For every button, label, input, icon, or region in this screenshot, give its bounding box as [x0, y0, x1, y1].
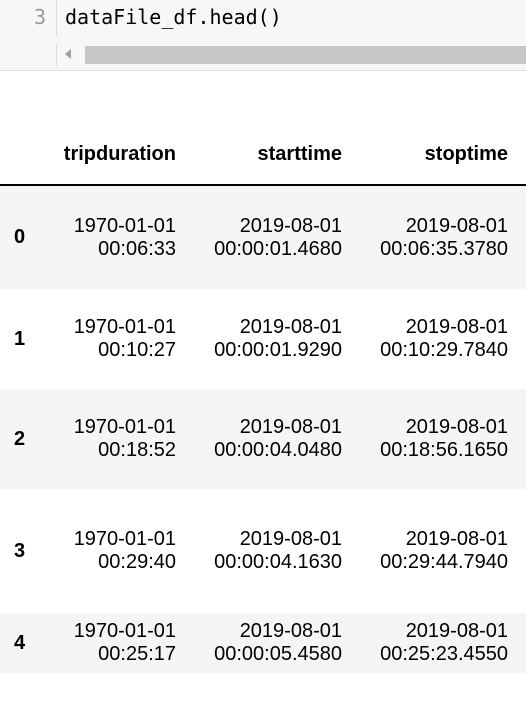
cell-starttime-line: 00:00:04.0480 [214, 439, 342, 461]
cell-starttime-line: 2019-08-01 [239, 528, 342, 550]
cell-stoptime-line: 00:25:23.4550 [380, 643, 508, 665]
cell-stoptime-line: 2019-08-01 [405, 214, 508, 237]
table-row: 0 1970-01-01 00:06:33 2019-08-01 00:00:01.46… [0, 185, 526, 289]
cell-starttime-line: 00:00:05.4580 [214, 643, 342, 665]
dataframe-table: tripduration starttime stoptime 0 1970-01… [0, 124, 526, 673]
cell-stoptime-line: 2019-08-01 [405, 416, 508, 438]
row-index: 4 [14, 631, 26, 654]
row-index: 2 [14, 427, 26, 450]
code-cell[interactable]: 3 dataFile_df.head() [0, 0, 526, 71]
header-end-padding [508, 124, 526, 185]
cell-tripduration-line: 00:18:52 [98, 439, 176, 461]
row-end-padding [508, 185, 526, 289]
row-index: 0 [14, 226, 26, 248]
cell-starttime: 2019-08-01 00:00:04.1630 [176, 489, 342, 613]
table-row: 4 1970-01-01 00:25:17 2019-08-01 00:00:05.45… [0, 613, 526, 673]
cell-tripduration-line: 1970-01-01 [73, 620, 176, 642]
index-header [0, 124, 42, 185]
cell-stoptime-line: 2019-08-01 [405, 620, 508, 642]
cell-starttime: 2019-08-01 00:00:05.4580 [176, 613, 342, 673]
scroll-left-arrow-icon[interactable] [65, 49, 71, 59]
cell-stoptime-line: 00:18:56.1650 [380, 439, 508, 461]
cell-stoptime-line: 00:10:29.7840 [380, 339, 508, 361]
line-number: 3 [33, 5, 46, 29]
cell-tripduration-line: 1970-01-01 [73, 316, 176, 338]
column-header-stoptime: stoptime [424, 142, 508, 165]
cell-tripduration-line: 00:10:27 [98, 339, 176, 361]
row-index: 3 [14, 539, 26, 562]
cell-stoptime: 2019-08-01 00:06:35.3780 [342, 185, 508, 289]
cell-tripduration: 1970-01-01 00:25:17 [42, 613, 176, 673]
cell-starttime-line: 00:00:01.9290 [214, 339, 342, 361]
cell-tripduration-line: 1970-01-01 [73, 416, 176, 438]
cell-stoptime: 2019-08-01 00:10:29.7840 [342, 289, 508, 389]
cell-starttime-line: 2019-08-01 [239, 416, 342, 438]
cell-stoptime-line: 2019-08-01 [405, 316, 508, 338]
cell-stoptime-line: 00:29:44.7940 [380, 551, 508, 573]
cell-stoptime: 2019-08-01 00:18:56.1650 [342, 389, 508, 489]
cell-stoptime-line: 00:06:35.3780 [380, 237, 508, 260]
row-index: 1 [14, 327, 26, 350]
cell-tripduration: 1970-01-01 00:06:33 [42, 185, 176, 289]
cell-starttime: 2019-08-01 00:00:01.9290 [176, 289, 342, 389]
horizontal-scrollbar[interactable] [56, 44, 526, 66]
cell-tripduration: 1970-01-01 00:18:52 [42, 389, 176, 489]
cell-starttime: 2019-08-01 00:00:04.0480 [176, 389, 342, 489]
cell-stoptime-line: 2019-08-01 [405, 528, 508, 550]
column-header-starttime: starttime [257, 142, 342, 165]
cell-starttime-line: 2019-08-01 [239, 214, 342, 237]
row-end-padding [508, 489, 526, 613]
cell-starttime: 2019-08-01 00:00:01.4680 [176, 185, 342, 289]
cell-tripduration-line: 00:29:40 [98, 551, 176, 573]
row-end-padding [508, 613, 526, 673]
cell-stoptime: 2019-08-01 00:29:44.7940 [342, 489, 508, 613]
cell-starttime-line: 2019-08-01 [239, 620, 342, 642]
column-header-tripduration: tripduration [63, 142, 176, 165]
cell-starttime-line: 00:00:04.1630 [214, 551, 342, 573]
table-row: 1 1970-01-01 00:10:27 2019-08-01 00:00:01.92… [0, 289, 526, 389]
table-row: 3 1970-01-01 00:29:40 2019-08-01 00:00:04.16… [0, 489, 526, 613]
cell-tripduration-line: 1970-01-01 [73, 214, 176, 237]
cell-tripduration-line: 1970-01-01 [73, 528, 176, 550]
cell-tripduration-line: 00:06:33 [98, 237, 176, 260]
row-end-padding [508, 389, 526, 489]
cell-starttime-line: 2019-08-01 [239, 316, 342, 338]
output-area: tripduration starttime stoptime 0 1970-01… [0, 71, 526, 701]
row-end-padding [508, 289, 526, 389]
code-editor-line[interactable]: dataFile_df.head() [56, 0, 526, 36]
cell-tripduration: 1970-01-01 00:10:27 [42, 289, 176, 389]
cell-stoptime: 2019-08-01 00:25:23.4550 [342, 613, 508, 673]
cell-tripduration: 1970-01-01 00:29:40 [42, 489, 176, 613]
scrollbar-thumb[interactable] [85, 46, 526, 64]
table-header-row: tripduration starttime stoptime [0, 124, 526, 185]
table-row: 2 1970-01-01 00:18:52 2019-08-01 00:00:04.04… [0, 389, 526, 489]
cell-tripduration-line: 00:25:17 [98, 643, 176, 665]
cell-starttime-line: 00:00:01.4680 [214, 237, 342, 260]
